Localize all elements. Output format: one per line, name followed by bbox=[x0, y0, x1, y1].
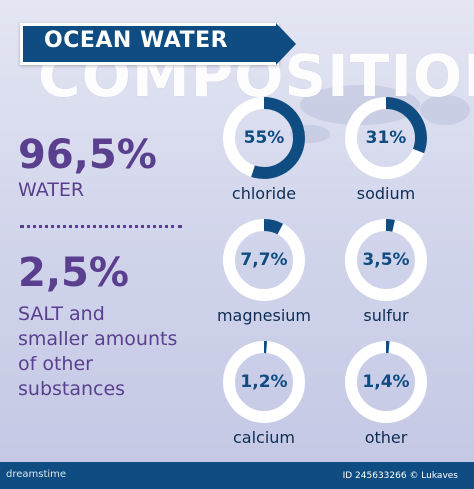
water-percent: 96,5% bbox=[18, 132, 157, 178]
donut-label: magnesium bbox=[216, 306, 312, 325]
donut-segment bbox=[345, 97, 427, 179]
donut-value: 1,2% bbox=[240, 372, 288, 392]
footer-logo: dreamstime bbox=[6, 469, 67, 480]
salt-line: substances bbox=[18, 378, 126, 400]
donut-segment bbox=[223, 97, 305, 179]
donut-svg bbox=[345, 341, 427, 423]
donut-label: sulfur bbox=[363, 306, 409, 325]
donut-chloride bbox=[222, 96, 306, 180]
donut-value: 31% bbox=[365, 128, 407, 148]
donut-value: 55% bbox=[243, 128, 285, 148]
image-id: ID 245633266 © Lukaves bbox=[342, 471, 458, 481]
salt-percent: 2,5% bbox=[18, 250, 129, 296]
donut-magnesium bbox=[222, 218, 306, 302]
water-label: WATER bbox=[18, 179, 85, 201]
salt-line: of other bbox=[18, 353, 93, 375]
donut-sulfur bbox=[344, 218, 428, 302]
page-title: OCEAN WATER bbox=[44, 28, 229, 53]
donut-value: 7,7% bbox=[240, 250, 288, 270]
donut-svg bbox=[223, 219, 305, 301]
salt-line: smaller amounts bbox=[18, 328, 178, 350]
divider bbox=[20, 225, 182, 228]
banner-arrow bbox=[276, 23, 296, 65]
donut-other bbox=[344, 340, 428, 424]
donut-segment bbox=[345, 341, 427, 423]
salt-line: SALT and bbox=[18, 303, 105, 325]
map-shape bbox=[420, 95, 470, 125]
donut-svg bbox=[223, 341, 305, 423]
donut-label: sodium bbox=[356, 184, 416, 203]
title-banner bbox=[20, 23, 279, 65]
donut-svg bbox=[345, 97, 427, 179]
donut-sodium bbox=[344, 96, 428, 180]
donut-calcium bbox=[222, 340, 306, 424]
footer-bar: dreamstime ID 245633266 © Lukaves bbox=[0, 462, 474, 489]
donut-svg bbox=[223, 97, 305, 179]
donut-segment bbox=[223, 341, 305, 423]
donut-label: chloride bbox=[231, 184, 297, 203]
donut-segment bbox=[345, 219, 427, 301]
donut-svg bbox=[345, 219, 427, 301]
donut-label: other bbox=[364, 428, 408, 447]
donut-label: calcium bbox=[232, 428, 295, 447]
donut-segment bbox=[223, 219, 305, 301]
donut-value: 3,5% bbox=[362, 250, 410, 270]
donut-value: 1,4% bbox=[362, 372, 410, 392]
